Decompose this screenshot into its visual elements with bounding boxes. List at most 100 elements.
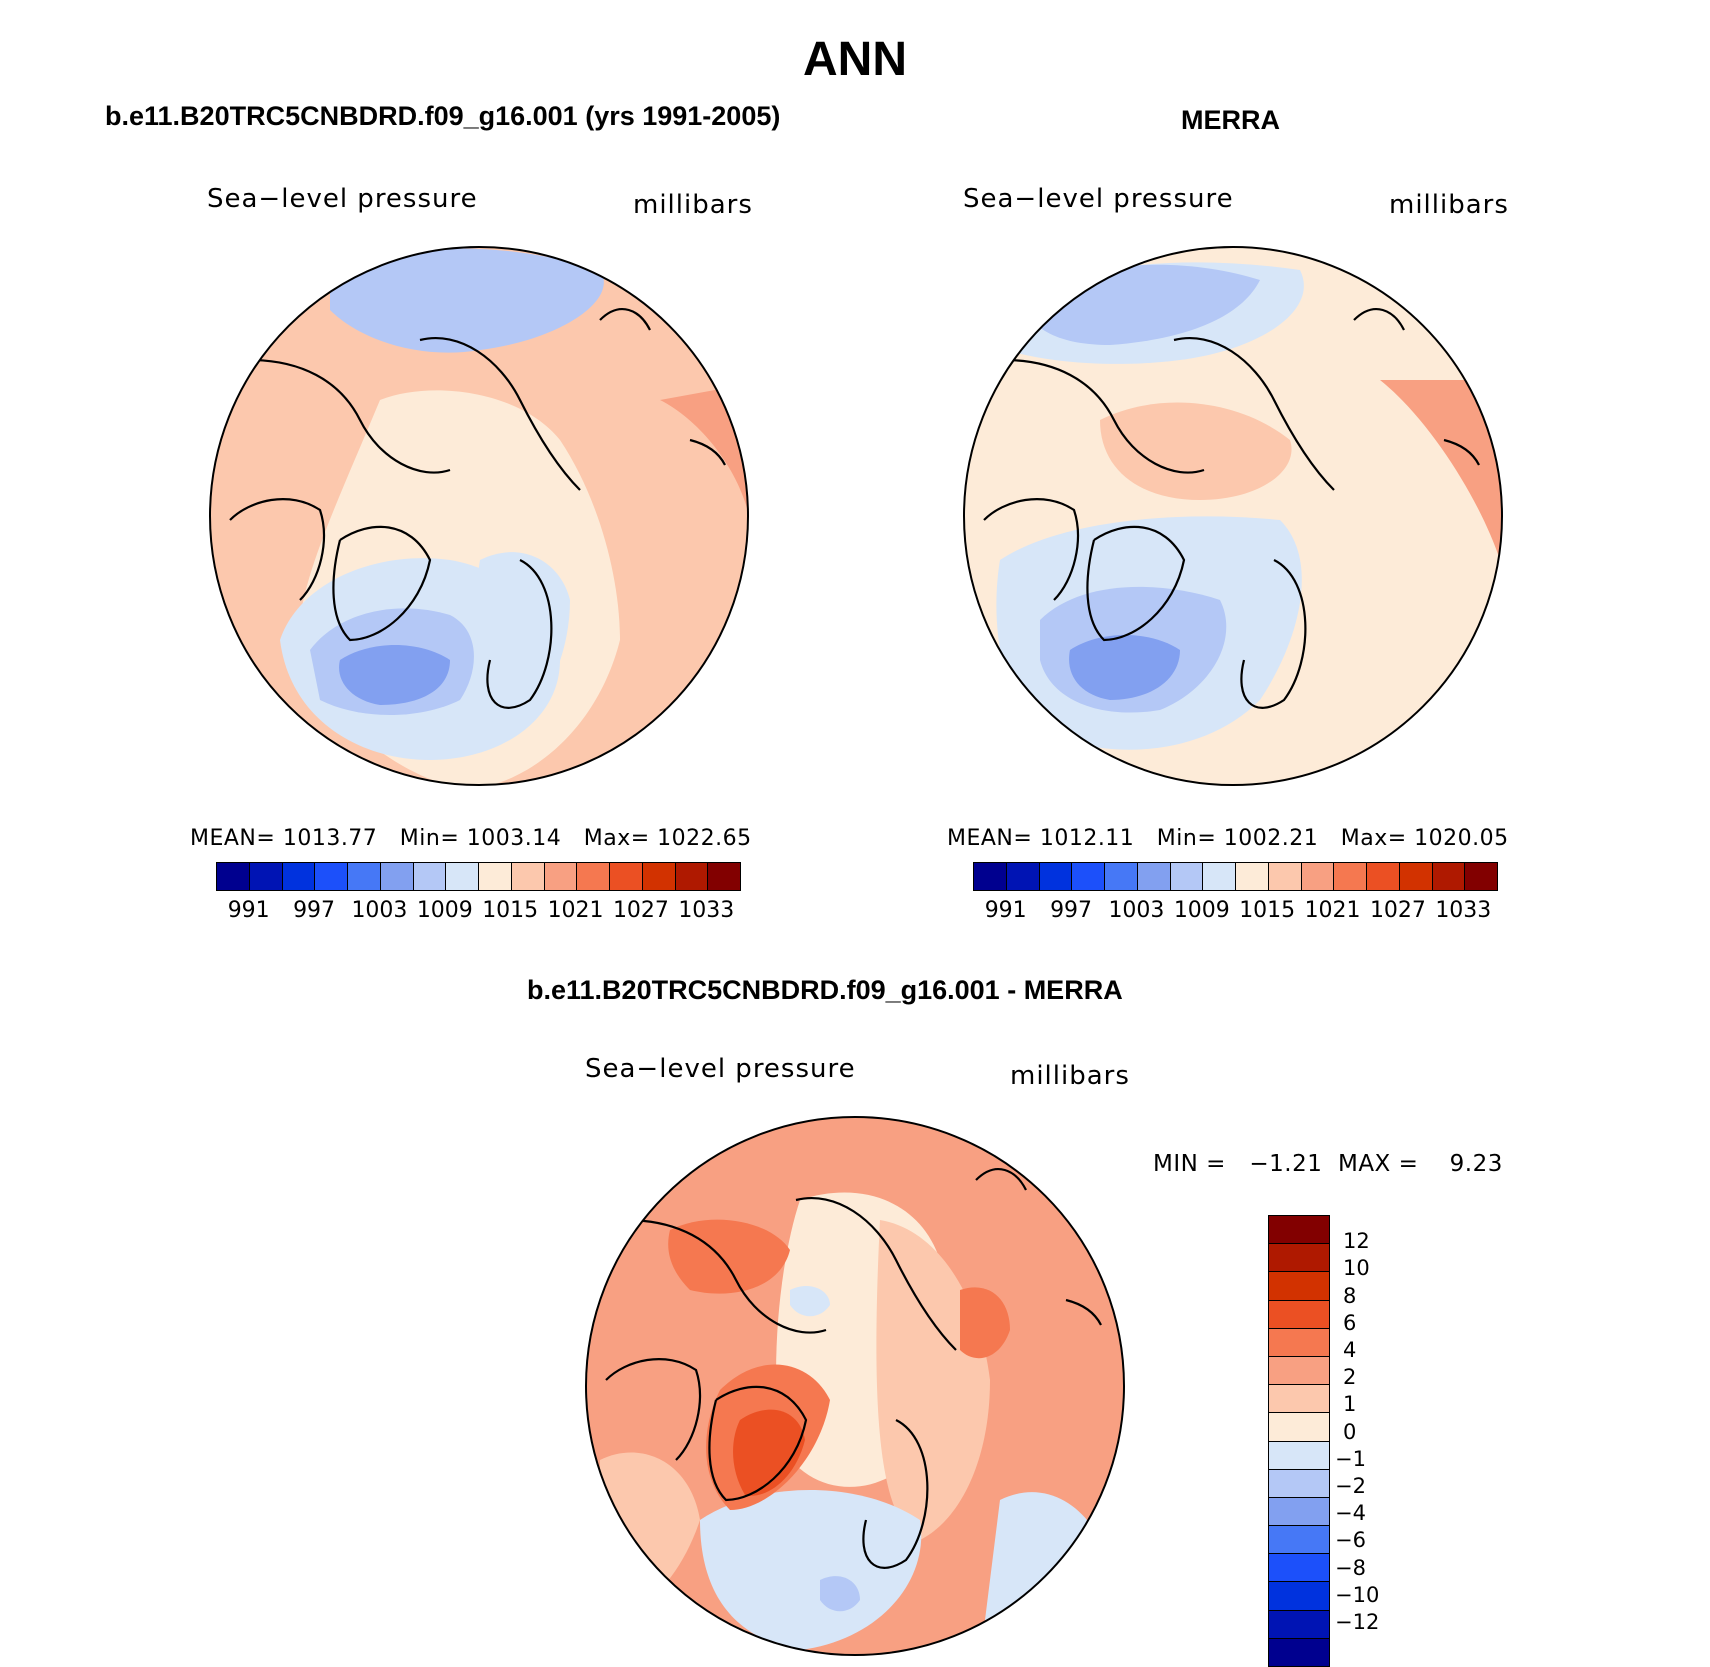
colorbar-merra-swatch xyxy=(1170,863,1204,890)
max-label: Max= xyxy=(1340,826,1407,851)
colorbar-model-swatch xyxy=(282,863,316,890)
colorbar-merra-swatch xyxy=(1105,863,1138,890)
colorbar-difference-tick-label: −1 xyxy=(1335,1446,1366,1471)
colorbar-model-swatch xyxy=(380,863,414,890)
map-merra xyxy=(964,247,1502,785)
colorbar-difference-swatch xyxy=(1269,1582,1329,1611)
colorbar-model-swatch xyxy=(708,863,740,890)
stats-difference: MIN = −1.21 MAX = 9.23 xyxy=(1153,1151,1503,1177)
max-label: MAX = xyxy=(1337,1151,1419,1177)
colorbar-difference-swatch xyxy=(1269,1216,1329,1245)
colorbar-difference-swatch xyxy=(1269,1554,1329,1583)
min-value: −1.21 xyxy=(1249,1151,1323,1177)
colorbar-difference-swatch xyxy=(1269,1356,1329,1386)
max-label: Max= xyxy=(583,826,650,851)
colorbar-merra-tick-label: 991 xyxy=(984,898,1027,923)
colorbar-difference-swatch xyxy=(1269,1244,1329,1273)
mean-label: MEAN= xyxy=(190,826,276,851)
colorbar-merra-swatch xyxy=(1465,863,1497,890)
colorbar-merra-swatch xyxy=(1268,863,1302,890)
colorbar-merra-swatch xyxy=(1072,863,1105,890)
max-value: 1020.05 xyxy=(1414,826,1509,851)
colorbar-model-tick-label: 1003 xyxy=(351,898,408,923)
colorbar-difference-tick-label: 2 xyxy=(1343,1365,1357,1390)
colorbar-merra-tick-label: 1009 xyxy=(1173,898,1230,923)
colorbar-model-tick-label: 997 xyxy=(293,898,336,923)
colorbar-difference-tick-label: 12 xyxy=(1343,1229,1370,1254)
colorbar-merra-swatch xyxy=(1399,863,1433,890)
min-value: 1002.21 xyxy=(1223,826,1319,851)
units-label: millibars xyxy=(633,190,753,220)
colorbar-difference-swatch xyxy=(1269,1300,1329,1329)
colorbar-model-tick-label: 1009 xyxy=(416,898,473,923)
colorbar-difference-swatch xyxy=(1269,1497,1329,1527)
min-label: MIN = xyxy=(1153,1151,1226,1177)
map-difference xyxy=(586,1117,1124,1655)
figure-title: ANN xyxy=(803,33,907,86)
colorbar-merra-tick-label: 1033 xyxy=(1435,898,1492,923)
colorbar-difference-tick-label: 4 xyxy=(1343,1338,1357,1362)
colorbar-difference-tick-label: −2 xyxy=(1335,1474,1366,1498)
colorbar-merra xyxy=(973,862,1498,891)
colorbar-model xyxy=(216,862,741,891)
max-value: 1022.65 xyxy=(657,826,752,851)
colorbar-difference-swatch xyxy=(1269,1413,1329,1442)
colorbar-merra-tick-label: 1003 xyxy=(1108,898,1165,923)
colorbar-difference-swatch xyxy=(1269,1638,1329,1666)
colorbar-difference-swatch xyxy=(1269,1469,1329,1498)
colorbar-merra-swatch xyxy=(1039,863,1073,890)
colorbar-merra-swatch xyxy=(1334,863,1367,890)
colorbar-model-swatch xyxy=(479,863,512,890)
colorbar-model-swatch xyxy=(544,863,578,890)
colorbar-model-swatch xyxy=(610,863,643,890)
units-label: millibars xyxy=(1010,1061,1130,1091)
colorbar-merra-swatch xyxy=(1236,863,1269,890)
colorbar-model-swatch xyxy=(217,863,250,890)
colorbar-model-tick-label: 1015 xyxy=(482,898,539,923)
units-label: millibars xyxy=(1389,190,1509,220)
colorbar-difference-swatch xyxy=(1269,1272,1329,1301)
colorbar-difference-tick-label: 6 xyxy=(1343,1310,1357,1335)
colorbar-difference-swatch xyxy=(1269,1610,1329,1639)
colorbar-merra-tick-label: 1021 xyxy=(1304,898,1361,923)
colorbar-model-tick-label: 1021 xyxy=(547,898,604,923)
colorbar-difference-tick-label: 10 xyxy=(1343,1256,1370,1281)
colorbar-model-swatch xyxy=(446,863,479,890)
colorbar-model-swatch xyxy=(511,863,545,890)
map-model xyxy=(210,247,748,785)
min-label: Min= xyxy=(1156,826,1217,851)
variable-label: Sea−level pressure xyxy=(207,184,478,214)
colorbar-model-swatch xyxy=(315,863,348,890)
colorbar-merra-swatch xyxy=(1006,863,1040,890)
colorbar-difference-tick-label: 0 xyxy=(1343,1419,1357,1444)
mean-label: MEAN= xyxy=(947,826,1033,851)
colorbar-difference xyxy=(1268,1215,1330,1667)
colorbar-merra-tick-label: 1027 xyxy=(1369,898,1426,923)
colorbar-merra-swatch xyxy=(1432,863,1466,890)
colorbar-model-tick-label: 991 xyxy=(227,898,270,923)
mean-value: 1012.11 xyxy=(1039,826,1135,851)
colorbar-model-swatch xyxy=(249,863,283,890)
colorbar-difference-tick-label: −6 xyxy=(1335,1528,1366,1553)
colorbar-model-swatch xyxy=(642,863,676,890)
colorbar-model-swatch xyxy=(348,863,381,890)
colorbar-difference-tick-label: −4 xyxy=(1335,1501,1366,1526)
variable-label: Sea−level pressure xyxy=(963,184,1234,214)
stats-merra: MEAN= 1012.11 Min= 1002.21 Max= 1020.05 xyxy=(947,826,1509,851)
colorbar-merra-swatch xyxy=(1367,863,1400,890)
colorbar-difference-swatch xyxy=(1269,1526,1329,1555)
min-value: 1003.14 xyxy=(466,826,562,851)
colorbar-model-tick-label: 1033 xyxy=(678,898,735,923)
colorbar-merra-swatch xyxy=(1301,863,1335,890)
colorbar-model-swatch xyxy=(577,863,610,890)
colorbar-difference-tick-label: −12 xyxy=(1335,1610,1380,1634)
colorbar-merra-swatch xyxy=(1203,863,1236,890)
colorbar-merra-tick-label: 997 xyxy=(1050,898,1093,923)
colorbar-difference-tick-label: −8 xyxy=(1335,1555,1366,1580)
min-label: Min= xyxy=(399,826,460,851)
colorbar-model-tick-label: 1027 xyxy=(612,898,669,923)
panel-title-difference: b.e11.B20TRC5CNBDRD.f09_g16.001 - MERRA xyxy=(527,975,1123,1005)
stats-model: MEAN= 1013.77 Min= 1003.14 Max= 1022.65 xyxy=(190,826,752,851)
max-value: 9.23 xyxy=(1449,1151,1503,1177)
